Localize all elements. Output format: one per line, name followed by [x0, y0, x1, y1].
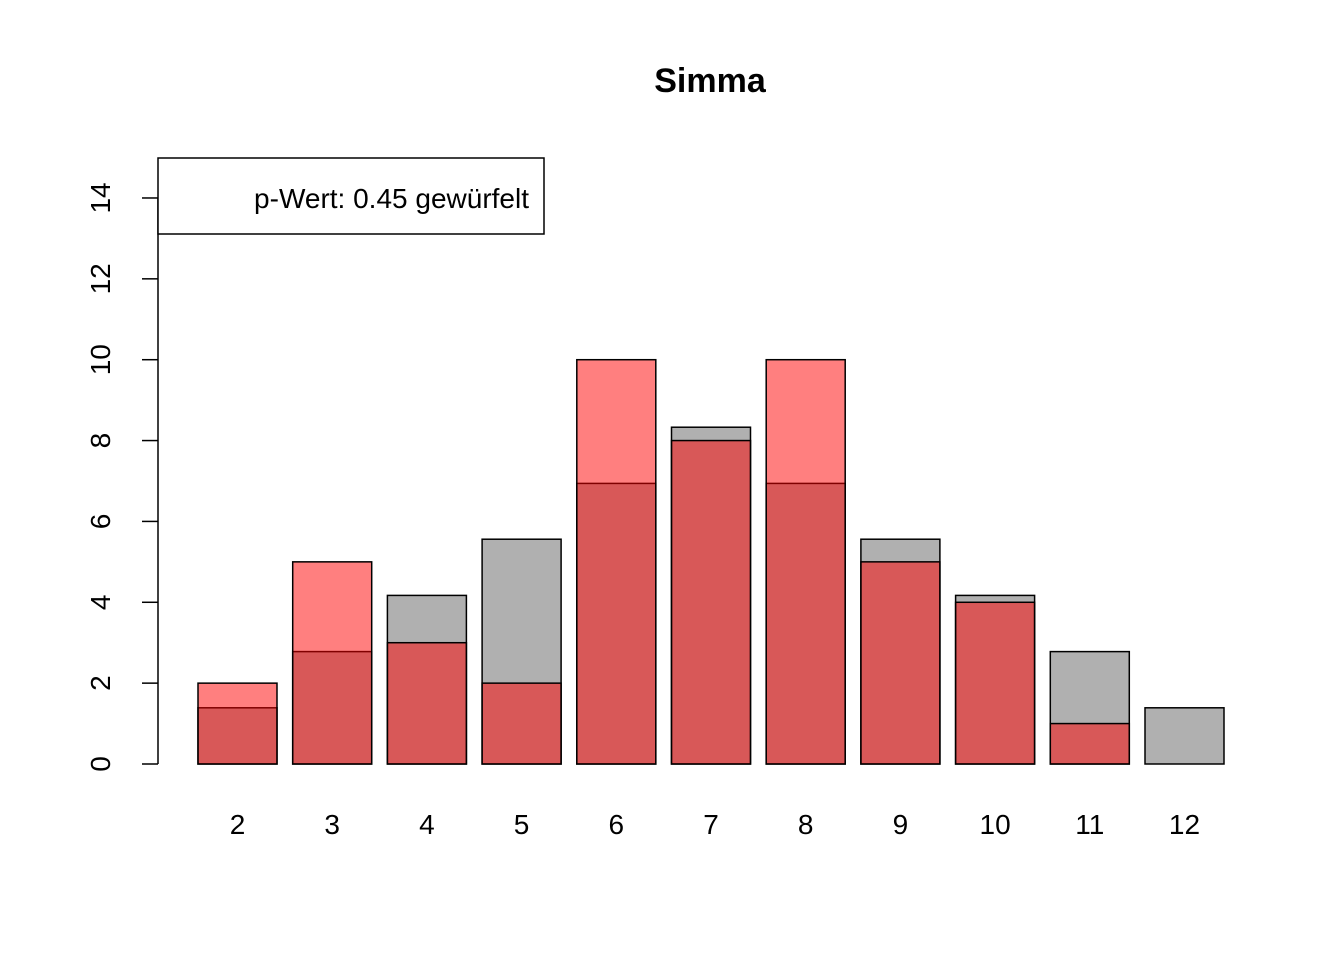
y-tick-label: 4 [85, 594, 116, 610]
y-tick-label: 10 [85, 344, 116, 375]
observed-bar [291, 561, 373, 765]
legend-text: p-Wert: 0.45 gewürfelt [254, 183, 529, 214]
expected-bar [1144, 707, 1225, 765]
y-tick-label: 0 [85, 756, 116, 772]
x-tick-label: 4 [419, 809, 435, 840]
y-tick-label: 6 [85, 514, 116, 530]
x-tick-label: 12 [1169, 809, 1200, 840]
x-tick-label: 6 [609, 809, 625, 840]
observed-bar [765, 358, 846, 765]
observed-bar [670, 439, 752, 765]
observed-bar [481, 682, 562, 765]
x-tick-label: 5 [514, 809, 530, 840]
y-tick-label: 12 [85, 263, 116, 294]
observed-bar [860, 561, 941, 765]
observed-bar [954, 601, 1036, 765]
legend-box [157, 157, 545, 235]
x-tick-label: 10 [980, 809, 1011, 840]
observed-bar [386, 641, 468, 765]
legend: p-Wert: 0.45 gewürfelt [157, 157, 545, 235]
observed-bar [197, 682, 278, 765]
y-tick-label: 14 [85, 182, 116, 213]
chart-title: Simma [654, 62, 767, 100]
observed-bars [197, 358, 1131, 765]
y-axis: 0 2 4 6 8 10 12 14 [85, 182, 159, 772]
y-tick-label: 8 [85, 433, 116, 449]
x-tick-label: 3 [324, 809, 340, 840]
observed-bar [576, 358, 657, 765]
x-axis-labels: 2 3 4 5 6 7 8 9 10 11 12 [230, 809, 1200, 840]
y-tick-label: 2 [85, 675, 116, 691]
x-tick-label: 8 [798, 809, 814, 840]
x-tick-label: 11 [1075, 809, 1104, 840]
x-tick-label: 9 [893, 809, 909, 840]
x-tick-label: 7 [703, 809, 719, 840]
x-tick-label: 2 [230, 809, 246, 840]
observed-bar [1049, 722, 1131, 765]
